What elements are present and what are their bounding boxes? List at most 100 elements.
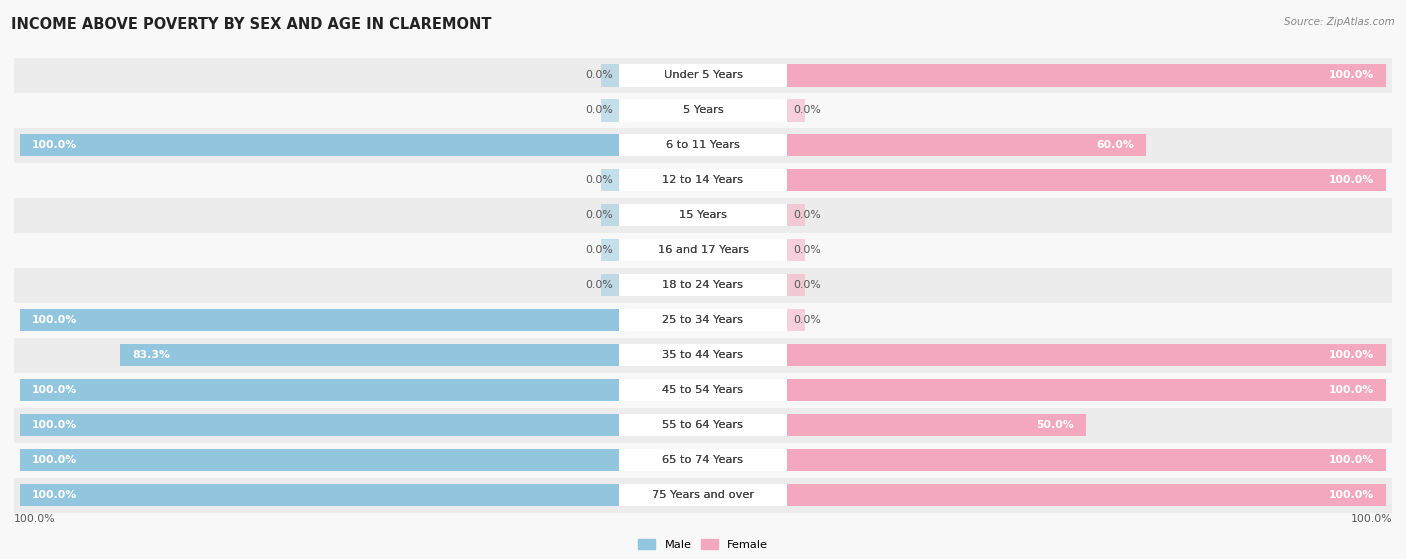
Bar bbox=[787, 378, 1386, 401]
Bar bbox=[619, 309, 787, 331]
Text: 0.0%: 0.0% bbox=[585, 70, 613, 80]
Bar bbox=[787, 414, 1087, 437]
Bar bbox=[787, 484, 1386, 506]
Bar bbox=[787, 64, 1386, 87]
Text: 100.0%: 100.0% bbox=[14, 514, 56, 524]
Bar bbox=[619, 484, 787, 506]
Text: 0.0%: 0.0% bbox=[585, 105, 613, 115]
Bar bbox=[602, 169, 619, 192]
Text: 18 to 24 Years: 18 to 24 Years bbox=[662, 280, 744, 290]
Text: 0.0%: 0.0% bbox=[793, 105, 821, 115]
Bar bbox=[20, 309, 619, 331]
Text: 100.0%: 100.0% bbox=[32, 420, 77, 430]
Bar bbox=[602, 64, 619, 87]
Text: 16 and 17 Years: 16 and 17 Years bbox=[658, 245, 748, 255]
Bar bbox=[14, 268, 1392, 302]
Text: 0.0%: 0.0% bbox=[585, 245, 613, 255]
Bar bbox=[619, 414, 787, 437]
Bar bbox=[14, 338, 1392, 372]
Bar bbox=[787, 344, 1386, 367]
Text: 100.0%: 100.0% bbox=[1329, 175, 1374, 185]
Bar bbox=[20, 484, 619, 506]
Text: 65 to 74 Years: 65 to 74 Years bbox=[662, 455, 744, 465]
Text: 15 Years: 15 Years bbox=[679, 210, 727, 220]
Text: 12 to 14 Years: 12 to 14 Years bbox=[662, 175, 744, 185]
Bar bbox=[787, 169, 1386, 192]
Text: 75 Years and over: 75 Years and over bbox=[652, 490, 754, 500]
Text: 100.0%: 100.0% bbox=[32, 385, 77, 395]
Text: 100.0%: 100.0% bbox=[32, 140, 77, 150]
Text: 25 to 34 Years: 25 to 34 Years bbox=[662, 315, 744, 325]
Bar bbox=[619, 134, 787, 157]
Text: 100.0%: 100.0% bbox=[1329, 70, 1374, 80]
Text: 75 Years and over: 75 Years and over bbox=[652, 490, 754, 500]
Text: 100.0%: 100.0% bbox=[32, 455, 77, 465]
Bar bbox=[619, 99, 787, 121]
Bar bbox=[787, 274, 804, 296]
Bar bbox=[787, 203, 804, 226]
Bar bbox=[14, 127, 1392, 163]
Text: 6 to 11 Years: 6 to 11 Years bbox=[666, 140, 740, 150]
Text: 15 Years: 15 Years bbox=[679, 210, 727, 220]
Text: 12 to 14 Years: 12 to 14 Years bbox=[662, 175, 744, 185]
Text: 45 to 54 Years: 45 to 54 Years bbox=[662, 385, 744, 395]
Bar bbox=[14, 58, 1392, 93]
Bar bbox=[619, 344, 787, 367]
Text: 16 and 17 Years: 16 and 17 Years bbox=[658, 245, 748, 255]
Bar bbox=[619, 169, 787, 192]
Bar bbox=[14, 302, 1392, 338]
Bar bbox=[20, 449, 619, 471]
Bar bbox=[14, 93, 1392, 127]
Text: 55 to 64 Years: 55 to 64 Years bbox=[662, 420, 744, 430]
Text: 83.3%: 83.3% bbox=[132, 350, 170, 360]
Bar bbox=[14, 443, 1392, 477]
Bar bbox=[602, 99, 619, 121]
Text: 35 to 44 Years: 35 to 44 Years bbox=[662, 350, 744, 360]
Bar bbox=[14, 233, 1392, 268]
Text: 0.0%: 0.0% bbox=[585, 280, 613, 290]
Text: 25 to 34 Years: 25 to 34 Years bbox=[662, 315, 744, 325]
Bar bbox=[787, 309, 804, 331]
Bar bbox=[20, 414, 619, 437]
Text: 55 to 64 Years: 55 to 64 Years bbox=[662, 420, 744, 430]
Bar bbox=[602, 239, 619, 262]
Legend: Male, Female: Male, Female bbox=[634, 534, 772, 555]
Text: 100.0%: 100.0% bbox=[32, 315, 77, 325]
Text: 0.0%: 0.0% bbox=[793, 210, 821, 220]
Bar bbox=[14, 408, 1392, 443]
Text: 65 to 74 Years: 65 to 74 Years bbox=[662, 455, 744, 465]
Bar bbox=[14, 372, 1392, 408]
Text: 100.0%: 100.0% bbox=[32, 490, 77, 500]
Text: 50.0%: 50.0% bbox=[1036, 420, 1074, 430]
Bar bbox=[619, 239, 787, 262]
Bar bbox=[14, 477, 1392, 513]
Text: 0.0%: 0.0% bbox=[793, 245, 821, 255]
Text: 45 to 54 Years: 45 to 54 Years bbox=[662, 385, 744, 395]
Text: 0.0%: 0.0% bbox=[585, 175, 613, 185]
Text: 100.0%: 100.0% bbox=[1350, 514, 1392, 524]
Bar bbox=[20, 134, 619, 157]
Bar bbox=[14, 198, 1392, 233]
Text: 6 to 11 Years: 6 to 11 Years bbox=[666, 140, 740, 150]
Text: 60.0%: 60.0% bbox=[1097, 140, 1135, 150]
Text: 5 Years: 5 Years bbox=[683, 105, 723, 115]
Bar bbox=[120, 344, 619, 367]
Text: 100.0%: 100.0% bbox=[1329, 455, 1374, 465]
Bar bbox=[787, 449, 1386, 471]
Bar bbox=[619, 449, 787, 471]
Text: INCOME ABOVE POVERTY BY SEX AND AGE IN CLAREMONT: INCOME ABOVE POVERTY BY SEX AND AGE IN C… bbox=[11, 17, 492, 32]
Text: 100.0%: 100.0% bbox=[1329, 350, 1374, 360]
Text: 18 to 24 Years: 18 to 24 Years bbox=[662, 280, 744, 290]
Text: 0.0%: 0.0% bbox=[793, 315, 821, 325]
Bar bbox=[619, 274, 787, 296]
Bar bbox=[787, 239, 804, 262]
Bar bbox=[619, 64, 787, 87]
Bar bbox=[14, 163, 1392, 198]
Text: 100.0%: 100.0% bbox=[1329, 490, 1374, 500]
Text: 100.0%: 100.0% bbox=[1329, 385, 1374, 395]
Text: 0.0%: 0.0% bbox=[585, 210, 613, 220]
Text: Source: ZipAtlas.com: Source: ZipAtlas.com bbox=[1284, 17, 1395, 27]
Text: 5 Years: 5 Years bbox=[683, 105, 723, 115]
Text: 35 to 44 Years: 35 to 44 Years bbox=[662, 350, 744, 360]
Bar bbox=[602, 274, 619, 296]
